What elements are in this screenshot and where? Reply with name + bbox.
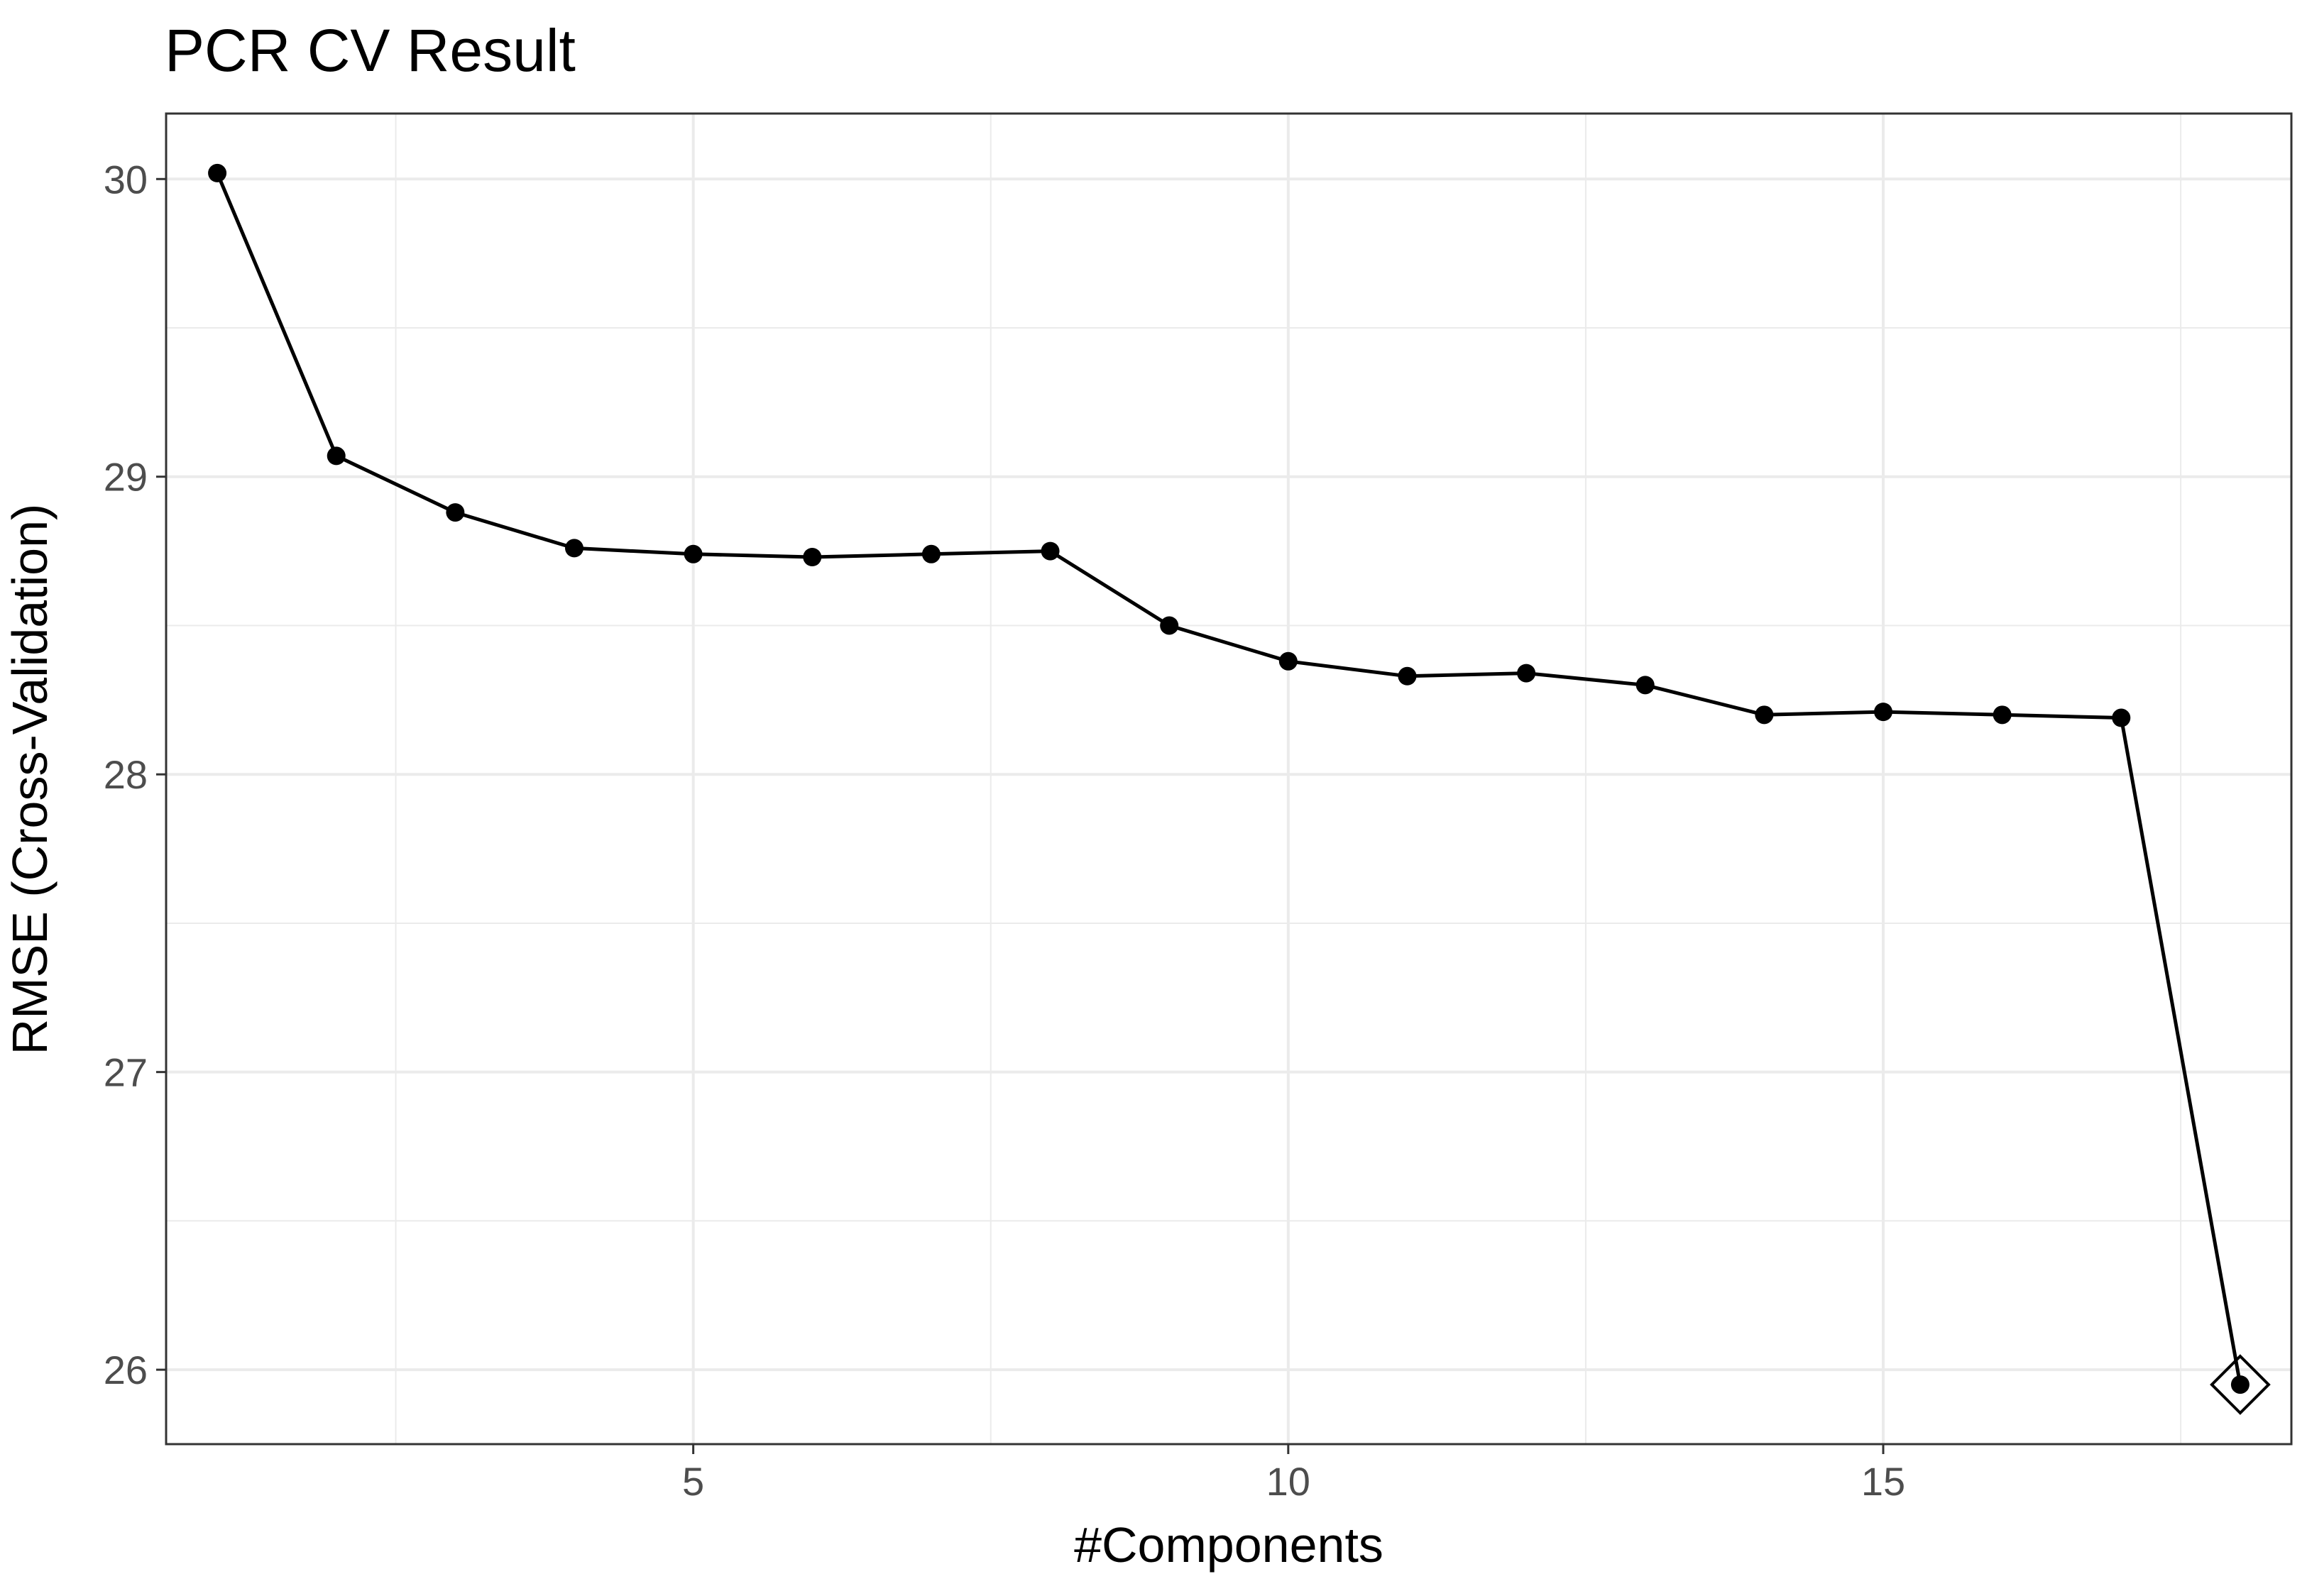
data-point (1993, 705, 2012, 725)
y-tick-label: 26 (104, 1348, 148, 1392)
best-point-diamond-marker (2210, 1354, 2271, 1415)
y-tick-label: 30 (104, 157, 148, 202)
data-point (1278, 651, 1298, 671)
y-tick-label: 28 (104, 752, 148, 797)
data-point (208, 163, 227, 182)
data-point (2112, 708, 2131, 727)
x-axis-title: #Components (1074, 1517, 1383, 1573)
major-gridlines (166, 114, 2291, 1444)
data-point (564, 539, 583, 558)
data-point (921, 544, 941, 563)
x-tick-label: 10 (1266, 1459, 1310, 1504)
data-point (1398, 666, 1417, 686)
chart-title: PCR CV Result (165, 17, 576, 84)
y-tick-label: 29 (104, 455, 148, 500)
y-axis: 26 27 28 29 30 (104, 157, 166, 1392)
data-point (1635, 676, 1655, 695)
series-layer (208, 163, 2271, 1415)
x-axis: 5 10 15 (682, 1444, 1905, 1504)
data-point (1755, 705, 1774, 725)
data-point (803, 548, 822, 566)
plot-panel-background (166, 114, 2291, 1444)
y-axis-title: RMSE (Cross-Validation) (2, 504, 57, 1055)
data-point (327, 446, 346, 466)
data-point (1874, 703, 1893, 722)
data-point (684, 544, 703, 563)
data-point (2230, 1375, 2250, 1394)
data-point (446, 503, 465, 522)
y-tick-label: 27 (104, 1050, 148, 1095)
series-line (215, 172, 2242, 1385)
data-point (1041, 541, 1060, 561)
x-tick-label: 5 (682, 1459, 704, 1504)
plot-panel-border (165, 112, 2293, 1446)
minor-gridlines (166, 114, 2291, 1444)
data-point (1517, 664, 1536, 683)
x-tick-label: 15 (1861, 1459, 1905, 1504)
data-point (1160, 616, 1179, 635)
